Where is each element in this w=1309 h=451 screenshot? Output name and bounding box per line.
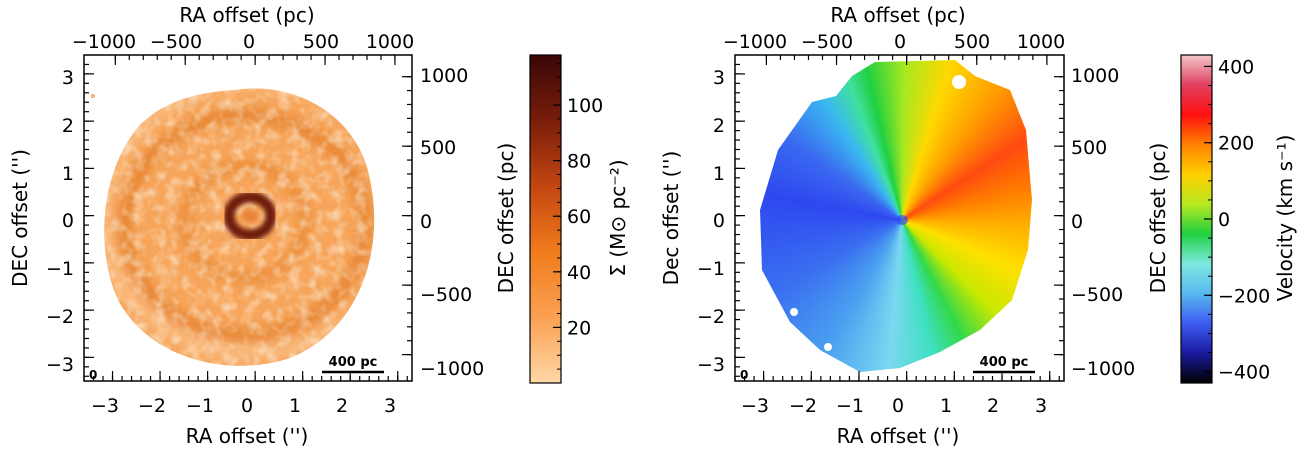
surface-density-panel: −3 −2 −1 0 1 2 3 RA offset ('') −1000 −5…: [8, 3, 630, 448]
y-tick-label: 0: [713, 210, 725, 232]
y-tick-label: −2: [46, 306, 74, 328]
velocity-center: [896, 215, 908, 225]
top-axis-title: RA offset (pc): [830, 3, 965, 27]
right-tick-label: 500: [420, 137, 456, 159]
right-axis-title: DEC offset (pc): [494, 143, 518, 294]
colorbar-tick-label: 200: [1218, 133, 1254, 155]
scale-bar: 400 pc: [322, 355, 384, 374]
colorbar-tick-label: 400: [1218, 56, 1254, 78]
colorbar: 20 40 60 80 100 Σ (M⊙ pc⁻²): [529, 54, 630, 384]
top-tick-label: 500: [303, 31, 339, 53]
x-tick-label: 3: [384, 395, 396, 417]
top-tick-label: 1000: [366, 31, 414, 53]
top-axis-title: RA offset (pc): [179, 3, 314, 27]
right-tick-label: 1000: [420, 65, 468, 87]
colorbar-tick-label: −200: [1218, 285, 1270, 307]
x-tick-label: −1: [836, 395, 864, 417]
top-tick-label: 0: [243, 31, 255, 53]
x-axis-title: RA offset (''): [837, 424, 960, 448]
y-tick-label: 0: [62, 210, 74, 232]
x-tick-label: 0: [241, 395, 253, 417]
velocity-map: [760, 60, 1032, 372]
y-tick-label: 3: [62, 67, 74, 89]
x-tick-label: −2: [789, 395, 817, 417]
y-tick-label: −1: [697, 258, 725, 280]
colorbar-tick-label: 80: [567, 151, 591, 173]
colorbar-ticks: 20 40 60 80 100: [553, 62, 603, 384]
colorbar-title: Σ (M⊙ pc⁻²): [606, 159, 630, 276]
right-tick-label: 0: [1071, 211, 1083, 233]
right-axis-title: DEC offset (pc): [1146, 143, 1170, 294]
x-tick-label: −2: [138, 395, 166, 417]
plot-frame: [734, 54, 1065, 382]
right-tick-label: 1000: [1071, 65, 1119, 87]
corner-label: 0: [740, 368, 748, 382]
scale-bar-label: 400 pc: [329, 355, 378, 370]
right-tick-label: −500: [420, 284, 472, 306]
y-tick-label: −1: [46, 258, 74, 280]
colorbar-tick-label: 20: [567, 317, 591, 339]
x-tick-label: 2: [987, 395, 999, 417]
top-tick-label: 0: [894, 31, 906, 53]
corner-label: 0: [89, 368, 97, 382]
colorbar-title: Velocity (km s⁻¹): [1273, 135, 1297, 302]
y-axis-title: Dec offset (''): [659, 151, 683, 286]
x-axis-title: RA offset (''): [186, 424, 309, 448]
y-tick-label: −3: [46, 354, 74, 376]
axis-ticks: [83, 55, 412, 381]
x-tick-label: 0: [892, 395, 904, 417]
right-tick-label: −1000: [420, 358, 484, 380]
right-tick-labels: −1000 −500 0 500 1000: [420, 65, 484, 380]
y-tick-label: −3: [697, 354, 725, 376]
colorbar-tick-label: 0: [1218, 209, 1230, 231]
top-tick-labels: −1000 −500 0 500 1000: [723, 31, 1065, 53]
x-tick-label: 3: [1035, 395, 1047, 417]
colorbar: −400 −200 0 200 400 Velocity (km s⁻¹): [1180, 54, 1297, 384]
y-axis-title: DEC offset (''): [8, 149, 32, 287]
right-tick-label: 500: [1071, 137, 1107, 159]
plot-frame: [83, 54, 413, 382]
bottom-tick-labels: −3 −2 −1 0 1 2 3: [91, 395, 396, 417]
right-tick-labels: −1000 −500 0 500 1000: [1071, 65, 1135, 380]
y-tick-label: 1: [713, 163, 725, 185]
top-tick-labels: −1000 −500 0 500 1000: [72, 31, 414, 53]
top-tick-label: −500: [801, 31, 853, 53]
colorbar-tick-label: −400: [1218, 362, 1270, 384]
top-tick-label: −500: [150, 31, 202, 53]
colorbar-tick-label: 60: [567, 206, 591, 228]
colorbar-ticks: −400 −200 0 200 400: [1204, 56, 1270, 384]
y-tick-label: 1: [62, 163, 74, 185]
bottom-tick-labels: −3 −2 −1 0 1 2 3: [741, 395, 1047, 417]
right-tick-label: 0: [420, 211, 432, 233]
colorbar-gradient: [529, 54, 562, 384]
x-tick-label: −1: [186, 395, 214, 417]
top-tick-label: −1000: [723, 31, 787, 53]
small-specks: [91, 94, 144, 324]
x-tick-label: 1: [940, 395, 952, 417]
left-tick-labels: −3 −2 −1 0 1 2 3: [697, 67, 725, 376]
x-tick-label: 2: [336, 395, 348, 417]
surface-density-map: [91, 88, 375, 366]
y-tick-label: −2: [697, 306, 725, 328]
left-tick-labels: −3 −2 −1 0 1 2 3: [46, 67, 74, 376]
colorbar-tick-label: 100: [567, 95, 603, 117]
right-tick-label: −500: [1071, 284, 1123, 306]
right-tick-label: −1000: [1071, 358, 1135, 380]
top-tick-label: 500: [954, 31, 990, 53]
axis-ticks: [734, 55, 1064, 381]
x-tick-label: 1: [289, 395, 301, 417]
top-tick-label: −1000: [72, 31, 136, 53]
y-tick-label: 3: [713, 67, 725, 89]
colorbar-tick-label: 40: [567, 262, 591, 284]
velocity-panel: −3 −2 −1 0 1 2 3 RA offset ('') −1000 −5…: [659, 3, 1297, 448]
y-tick-label: 2: [713, 115, 725, 137]
y-tick-label: 2: [62, 115, 74, 137]
x-tick-label: −3: [741, 395, 769, 417]
scale-bar-label: 400 pc: [980, 355, 1029, 370]
x-tick-label: −3: [91, 395, 119, 417]
top-tick-label: 1000: [1017, 31, 1065, 53]
scale-bar: 400 pc: [973, 355, 1035, 374]
